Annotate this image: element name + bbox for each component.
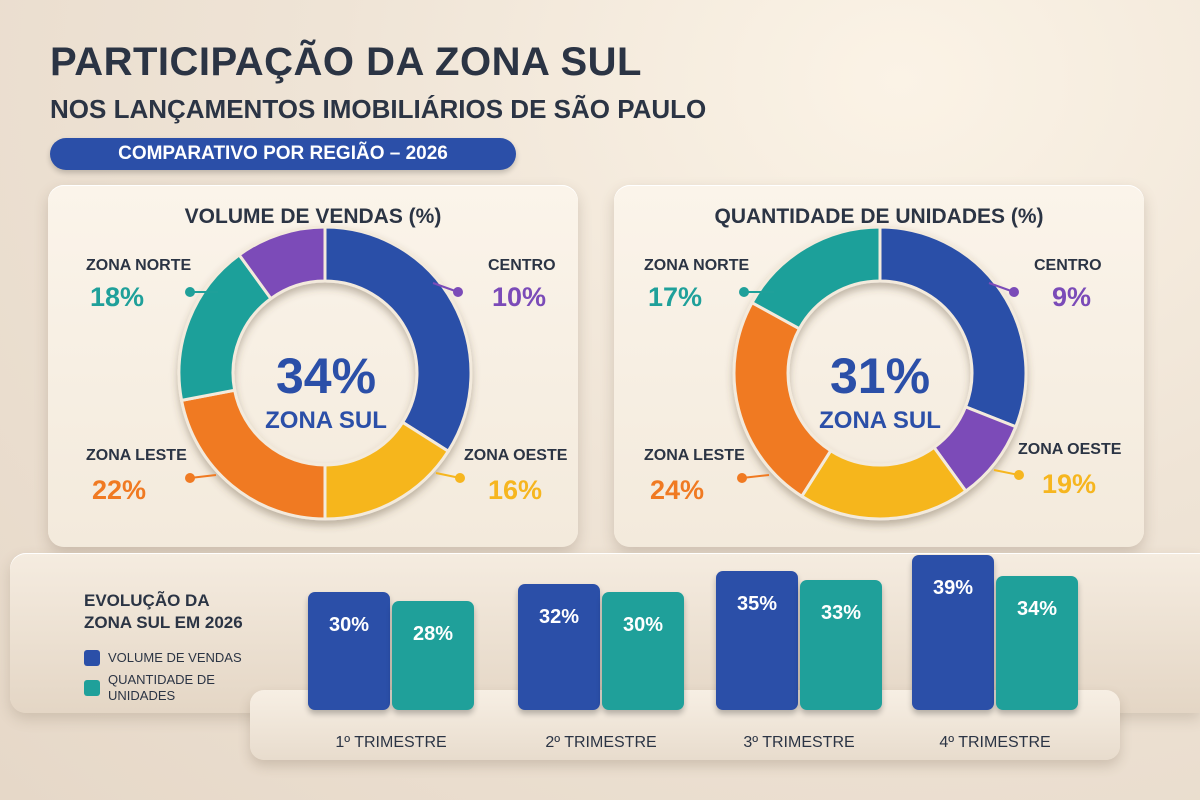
pct-centro: 10% <box>492 282 547 312</box>
leader-dot <box>737 473 747 483</box>
pct-zona-oeste: 19% <box>1042 469 1097 499</box>
bar-value-label: 32% <box>538 606 580 628</box>
page-subtitle: NOS LANÇAMENTOS IMOBILIÁRIOS DE SÃO PAUL… <box>50 94 707 124</box>
leader-dot <box>453 287 463 297</box>
legend-swatch-sales <box>84 650 100 666</box>
center-value: 31% <box>829 348 931 404</box>
bar-sales-q2: 32% <box>518 584 600 710</box>
leader-dot <box>1009 287 1019 297</box>
units-donut <box>732 225 1028 521</box>
center-label: ZONA SUL <box>265 407 387 434</box>
bar-units-q4: 34% <box>996 575 1078 710</box>
evolution-title-line1: EVOLUÇÃO DA <box>84 591 210 610</box>
bar-units-q1: 28% <box>392 600 474 710</box>
pct-zona-norte: 17% <box>648 282 703 312</box>
bar-value-label: 33% <box>820 601 862 624</box>
bar-value-label: 30% <box>328 614 370 637</box>
label-zona-norte: ZONA NORTE <box>644 257 750 274</box>
bar-sales-q4: 39% <box>912 554 994 710</box>
bar-units-q3: 33% <box>800 579 882 710</box>
pct-zona-norte: 18% <box>90 282 145 312</box>
quarter-label: 4º TRIMESTRE <box>939 734 1051 751</box>
pct-zona-leste: 24% <box>650 475 705 505</box>
label-zona-norte: ZONA NORTE <box>86 257 192 274</box>
comparison-badge: COMPARATIVO POR REGIÃO – 2026 <box>50 138 516 170</box>
sales-volume-title: VOLUME DE VENDAS (%) <box>184 205 442 228</box>
label-centro: CENTRO <box>488 257 556 274</box>
center-value: 34% <box>275 348 377 404</box>
pct-zona-leste: 22% <box>92 475 147 505</box>
units-panel: QUANTIDADE DE UNIDADES (%) ZONA NORTE 17… <box>614 185 1144 547</box>
slice-zona-norte <box>750 225 882 331</box>
bar-sales-q3: 35% <box>716 571 798 710</box>
page-title: PARTICIPAÇÃO DA ZONA SUL <box>50 40 642 84</box>
quarter-label: 3º TRIMESTRE <box>743 734 855 751</box>
bar-value-label: 30% <box>622 614 664 637</box>
bar-value-label: 34% <box>1016 597 1058 620</box>
sales-volume-panel: VOLUME DE VENDAS (%) ZONA NORTE 18% CENT… <box>48 185 578 547</box>
slice-zona-leste <box>179 388 327 521</box>
label-centro: CENTRO <box>1034 257 1102 274</box>
label-zona-leste: ZONA LESTE <box>86 447 187 464</box>
label-zona-leste: ZONA LESTE <box>644 447 745 464</box>
center-label: ZONA SUL <box>819 407 941 434</box>
evolution-title-line2: ZONA SUL EM 2026 <box>84 613 243 632</box>
units-title: QUANTIDADE DE UNIDADES (%) <box>714 205 1044 228</box>
leader-dot <box>185 287 195 297</box>
bar-units-q2: 30% <box>602 592 684 710</box>
bar-value-label: 35% <box>736 593 778 616</box>
quarter-label: 1º TRIMESTRE <box>335 734 447 751</box>
legend-label-units: QUANTIDADE DE UNIDADES <box>108 672 215 703</box>
leader-dot <box>1014 470 1024 480</box>
leader-dot <box>739 287 749 297</box>
pct-zona-oeste: 16% <box>488 475 543 505</box>
sales-volume-donut <box>177 225 473 521</box>
quarter-label: 2º TRIMESTRE <box>545 734 657 751</box>
pct-centro: 9% <box>1052 282 1092 312</box>
legend-label-sales: VOLUME DE VENDAS <box>108 650 242 665</box>
slice-zona-sul <box>878 225 1028 429</box>
label-zona-oeste: ZONA OESTE <box>1018 441 1122 458</box>
label-zona-oeste: ZONA OESTE <box>464 447 568 464</box>
leader-dot <box>185 473 195 483</box>
legend-swatch-units <box>84 680 100 696</box>
slice-centro <box>237 225 327 301</box>
evolution-title: EVOLUÇÃO DA ZONA SUL EM 2026 <box>84 590 274 634</box>
leader-dot <box>455 473 465 483</box>
bar-value-label: 28% <box>412 622 454 645</box>
bar-value-label: 39% <box>932 576 974 599</box>
bar-sales-q1: 30% <box>308 592 390 710</box>
